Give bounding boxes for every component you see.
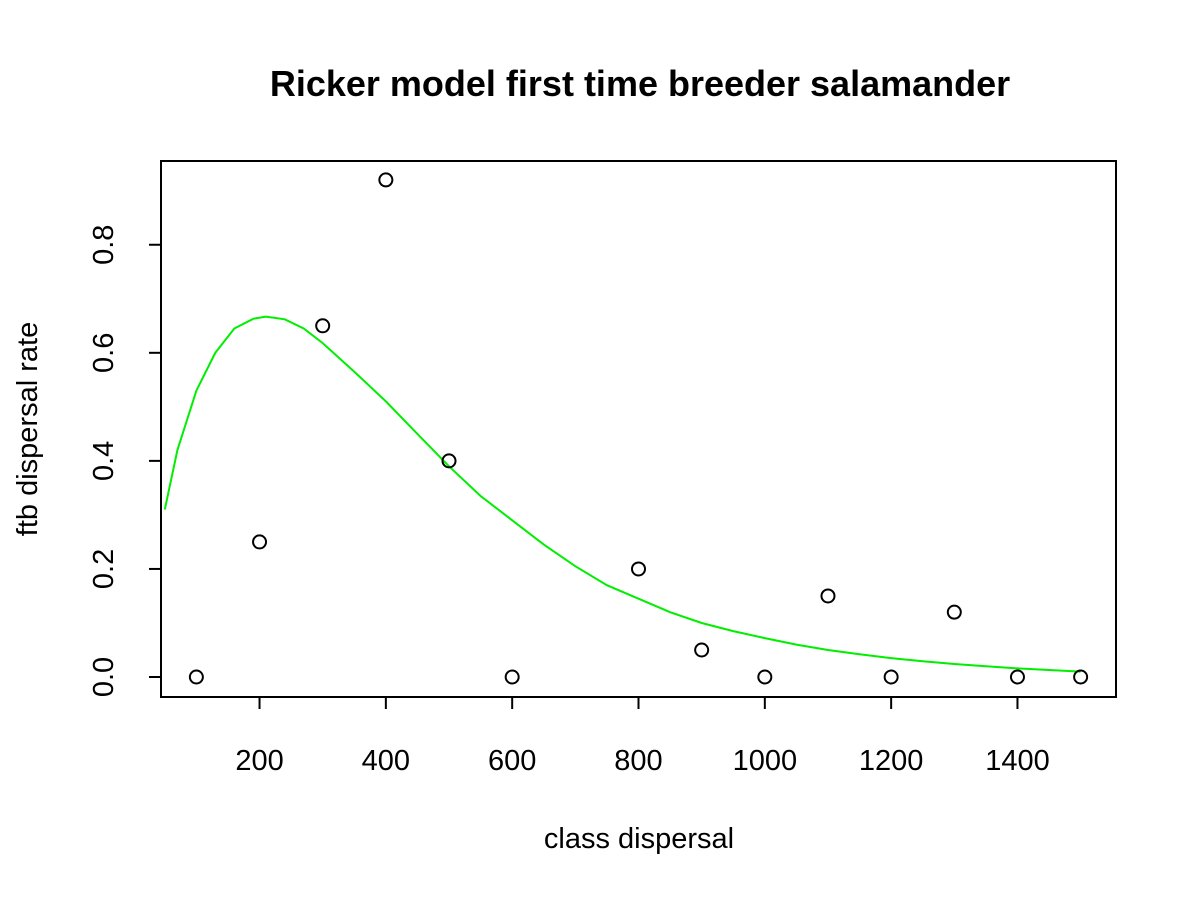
x-tick-label: 600 [488,745,536,777]
data-point [757,669,773,685]
data-point [1073,669,1089,685]
x-axis-label: class dispersal [544,823,734,855]
data-point [946,604,962,620]
data-point [1009,669,1025,685]
data-point [252,534,268,550]
y-tick-label: 0.6 [88,333,120,373]
x-axis: 200 400 600 800 1000 1200 1400 [235,696,1050,777]
y-tick-label: 0.8 [88,225,120,265]
y-tick-label: 0.0 [88,657,120,697]
plot-frame [160,160,1117,698]
y-axis-label: ftb dispersal rate [12,322,44,536]
x-tick-label: 200 [235,745,283,777]
data-point [820,588,836,604]
data-point [441,453,457,469]
y-axis: 0.0 0.2 0.4 0.6 0.8 [88,225,162,697]
x-tick-label: 1200 [859,745,924,777]
chart-title: Ricker model first time breeder salamand… [270,63,1010,104]
data-point [315,318,331,334]
fit-curve [163,315,1081,673]
x-tick-label: 400 [362,745,410,777]
data-point [694,642,710,658]
x-tick-label: 800 [614,745,662,777]
y-tick-label: 0.4 [88,441,120,481]
data-point [504,669,520,685]
data-point [631,561,646,577]
y-tick-label: 0.2 [88,549,120,589]
x-tick-label: 1400 [985,745,1050,777]
data-point [883,669,899,685]
series-layer [163,172,1089,685]
data-point [188,669,204,685]
x-tick-label: 1000 [733,745,798,777]
data-point [378,172,394,188]
